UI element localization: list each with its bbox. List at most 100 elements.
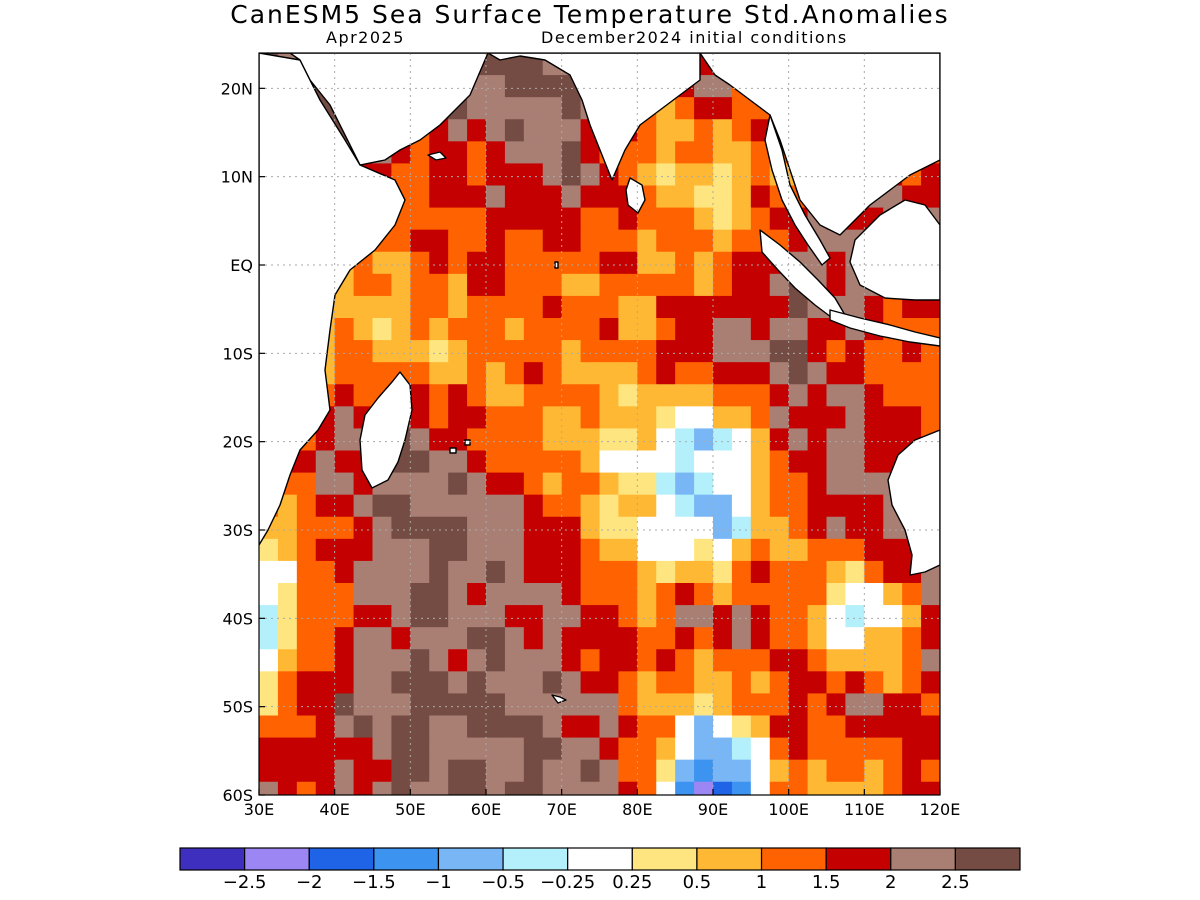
field-cell (523, 185, 544, 209)
field-cell (750, 318, 771, 341)
field-cell (694, 295, 714, 319)
field-cell (296, 450, 317, 474)
field-cell (448, 781, 468, 795)
field-cell (883, 295, 903, 319)
field-cell (259, 560, 279, 584)
field-cell (769, 516, 790, 540)
field-cell (713, 97, 733, 120)
field-cell (713, 362, 733, 385)
field-cell (315, 494, 336, 518)
field-cell (618, 627, 638, 650)
field-cell (372, 627, 393, 650)
field-cell (391, 318, 411, 341)
field-cell (731, 251, 752, 275)
field-cell (504, 163, 525, 187)
field-cell (580, 759, 601, 783)
field-cell (675, 384, 695, 407)
field-cell (883, 406, 903, 430)
field-cell (504, 141, 525, 165)
field-cell (788, 406, 809, 430)
field-cell (769, 671, 790, 695)
field-cell (713, 406, 733, 430)
field-cell (750, 185, 771, 209)
field-cell (675, 605, 695, 628)
field-cell (259, 538, 279, 562)
field-cell (504, 75, 525, 98)
field-cell (731, 759, 752, 783)
field-cell (561, 119, 582, 142)
lon-tick-label: 70E (546, 800, 576, 819)
field-cell (675, 141, 695, 165)
field-cell (769, 318, 790, 341)
field-cell (694, 494, 714, 518)
field-cell (504, 583, 525, 606)
field-cell (410, 605, 430, 628)
field-cell (599, 583, 620, 606)
field-cell (523, 781, 544, 795)
field-cell (486, 362, 506, 385)
field-cell (486, 163, 506, 187)
field-cell (353, 318, 374, 341)
field-cell (637, 781, 657, 795)
colorbar-swatch (567, 847, 633, 871)
field-cell (788, 627, 809, 650)
field-cell (429, 318, 449, 341)
field-cell (523, 273, 544, 297)
field-cell (769, 450, 790, 474)
field-cell (656, 516, 676, 540)
field-cell (315, 737, 336, 761)
colorbar-label: 1.5 (812, 872, 841, 893)
field-cell (845, 671, 865, 695)
field-cell (694, 627, 714, 650)
field-cell (750, 362, 771, 385)
field-cell (769, 384, 790, 407)
field-cell (864, 715, 884, 739)
field-cell (788, 605, 809, 628)
field-cell (618, 384, 638, 407)
field-cell (315, 627, 336, 650)
field-cell (788, 450, 809, 474)
field-cell (467, 185, 487, 209)
field-cell (599, 737, 620, 761)
field-cell (826, 560, 847, 584)
field-cell (296, 472, 317, 496)
field-cell (902, 605, 922, 628)
field-cell (807, 583, 828, 606)
field-cell (864, 693, 884, 717)
field-cell (826, 649, 847, 672)
field-cell (467, 207, 487, 231)
field-cell (731, 450, 752, 474)
field-cell (467, 538, 487, 562)
field-cell (486, 494, 506, 518)
field-cell (429, 759, 449, 783)
colorbar-label: −2 (296, 872, 323, 893)
colorbar-label: 0.25 (612, 872, 652, 893)
field-cell (618, 538, 638, 562)
field-cell (448, 273, 468, 297)
field-cell (675, 273, 695, 297)
field-cell (807, 538, 828, 562)
field-cell (429, 516, 449, 540)
field-cell (542, 781, 563, 795)
field-cell (883, 583, 903, 606)
field-cell (580, 318, 601, 341)
field-cell (750, 715, 771, 739)
field-cell (486, 141, 506, 165)
field-cell (921, 163, 940, 187)
field-cell (637, 715, 657, 739)
field-cell (580, 229, 601, 253)
field-cell (504, 229, 525, 253)
field-cell (448, 649, 468, 672)
field-cell (637, 295, 657, 319)
field-cell (353, 494, 374, 518)
field-cell (713, 671, 733, 695)
field-cell (618, 649, 638, 672)
field-cell (315, 671, 336, 695)
field-cell (788, 583, 809, 606)
field-cell (788, 693, 809, 717)
field-cell (353, 649, 374, 672)
lon-tick-label: 110E (844, 800, 885, 819)
colorbar-swatch (502, 847, 569, 871)
field-cell (902, 649, 922, 672)
field-cell (731, 384, 752, 407)
